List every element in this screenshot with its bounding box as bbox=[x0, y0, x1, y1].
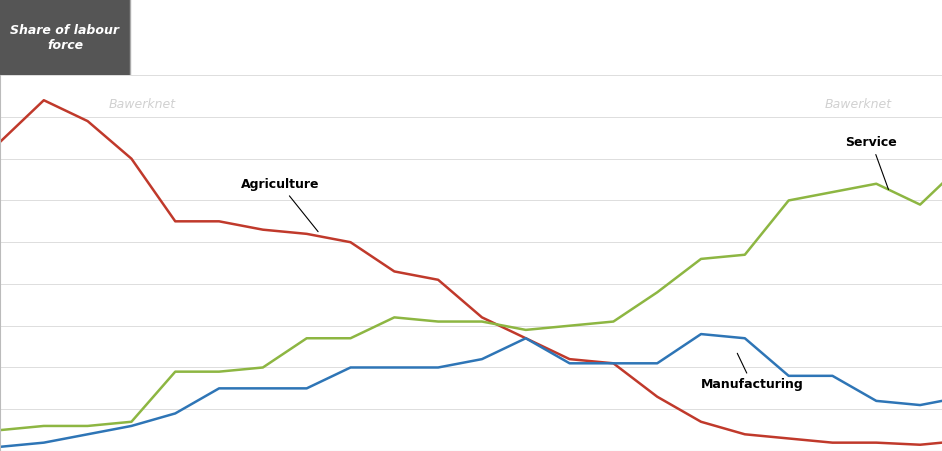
Text: Service: Service bbox=[846, 136, 898, 189]
Text: Share of labour
force: Share of labour force bbox=[10, 23, 120, 51]
Text: Agriculture: Agriculture bbox=[241, 178, 319, 232]
Text: Share of total employment by sector: Share of total employment by sector bbox=[349, 28, 723, 46]
Text: Manufacturing: Manufacturing bbox=[701, 353, 804, 391]
Text: Bawerknet: Bawerknet bbox=[108, 98, 175, 110]
FancyBboxPatch shape bbox=[0, 0, 130, 75]
Text: Bawerknet: Bawerknet bbox=[824, 98, 891, 110]
